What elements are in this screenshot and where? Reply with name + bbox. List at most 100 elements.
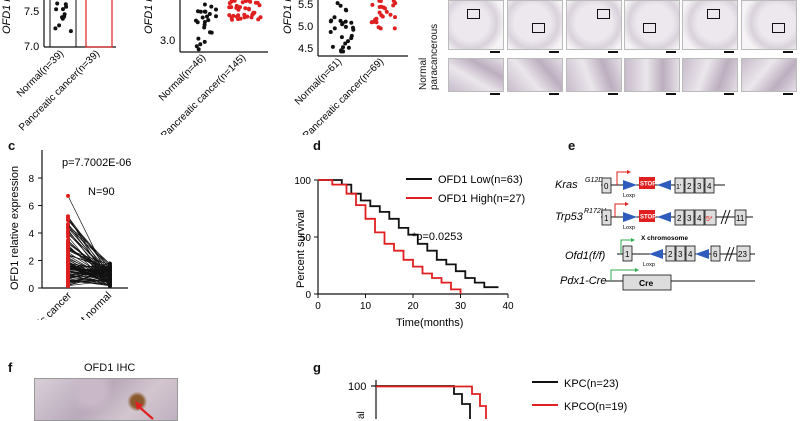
- scatter-point: [69, 29, 73, 33]
- panel-d-xlabel: Time(months): [396, 317, 463, 329]
- scatter-point: [259, 15, 263, 19]
- normal-point: [108, 262, 112, 266]
- scatter-point: [378, 5, 382, 9]
- scatter-point: [57, 23, 61, 27]
- cancer-point: [66, 254, 70, 258]
- panel-d-xtick: 10: [360, 301, 372, 312]
- normal-point: [108, 274, 112, 278]
- svg-text:5*: 5*: [706, 216, 713, 223]
- cancer-point: [66, 245, 70, 249]
- scatter-point: [54, 7, 58, 11]
- scatter-point: [250, 15, 254, 19]
- plot-3-ytick: 5.0: [298, 21, 313, 33]
- scatter-point: [385, 10, 389, 14]
- cancer-point: [66, 218, 70, 222]
- scatter-point: [393, 15, 397, 19]
- panel-d-legend-low: OFD1 Low(n=63): [438, 174, 523, 186]
- ihc-zoom-tile: [507, 58, 563, 92]
- scatter-point: [372, 20, 376, 24]
- ihc-overview-tile: [682, 0, 738, 50]
- panel-d-ytick: 0: [305, 290, 311, 301]
- cancer-point: [66, 275, 70, 279]
- svg-text:2: 2: [687, 182, 692, 191]
- ihc-overview-tile: [741, 0, 797, 50]
- svg-text:11: 11: [736, 214, 745, 223]
- trp53-construct: Trp53 R172H 1 Loxp STOP 2 3 4 5* 11: [555, 202, 753, 231]
- svg-text:2: 2: [677, 214, 682, 223]
- svg-text:6: 6: [713, 250, 718, 259]
- cancer-point: [66, 265, 70, 269]
- panel-g-legend-kpc: KPC(n=23): [564, 378, 619, 390]
- svg-text:Loxp: Loxp: [643, 262, 655, 268]
- scatter-point: [333, 15, 337, 19]
- scatter-point: [251, 11, 255, 15]
- plot-3-ylabel: OFD1 re: [282, 0, 294, 34]
- scale-bar: [666, 93, 676, 95]
- panel-d-pvalue: *p=0.0253: [412, 231, 462, 243]
- scatter-point: [241, 0, 245, 4]
- scatter-point: [331, 45, 335, 49]
- panel-e-diagram: Kras G12D 0 Loxp STOP 1' 2 3 4 Trp53 R17…: [545, 160, 800, 300]
- scatter-point: [347, 46, 351, 50]
- normal-point: [108, 270, 112, 274]
- ihc-zoom-tile: [682, 58, 738, 92]
- scatter-point: [236, 5, 240, 9]
- svg-text:23: 23: [738, 250, 747, 259]
- svg-text:4: 4: [697, 214, 702, 223]
- scatter-point: [199, 10, 203, 14]
- plot-2-ylabel: OFD1 re: [143, 0, 155, 34]
- gene-label: Ofd1(f/f): [565, 250, 606, 262]
- panel-c-ytick: 6: [28, 202, 34, 213]
- scatter-point: [64, 5, 68, 9]
- scale-bar: [549, 51, 559, 53]
- plot-1-ytick: 7.0: [24, 41, 39, 53]
- cancer-point: [66, 232, 70, 236]
- scatter-point: [205, 15, 209, 19]
- scatter-point: [62, 15, 66, 19]
- cre-box: Cre: [639, 278, 653, 288]
- scatter-point: [346, 39, 350, 43]
- plot-2: OFD1 re 3.0 Normal(n=46) Pancreatic canc…: [143, 0, 268, 135]
- panel-d-xtick: 30: [455, 301, 467, 312]
- cancer-point: [66, 228, 70, 232]
- scale-bar: [783, 51, 793, 53]
- svg-text:3: 3: [678, 250, 683, 259]
- svg-text:1: 1: [625, 250, 630, 259]
- ihc-zoom-tile: [566, 58, 622, 92]
- svg-text:4: 4: [707, 182, 712, 191]
- scatter-point: [351, 26, 355, 30]
- kpc-curve: [376, 386, 470, 419]
- scatter-point: [206, 18, 210, 22]
- gene-label: Trp53: [555, 211, 584, 223]
- panel-g-ytick: 100: [348, 381, 366, 393]
- normal-point: [108, 284, 112, 288]
- scatter-point: [393, 26, 397, 30]
- panel-f-title: OFD1 IHC: [84, 362, 135, 374]
- panel-c-ytick: 8: [28, 174, 34, 185]
- normal-point: [108, 265, 112, 269]
- plot-1-ytick: 7.5: [24, 6, 39, 18]
- ihc-overview-tile: [624, 0, 680, 50]
- panel-d-ytick: 100: [294, 176, 311, 187]
- scale-bar: [608, 93, 618, 95]
- panel-d-xtick: 20: [407, 301, 419, 312]
- ihc-overview-tile: [507, 0, 563, 50]
- gene-superscript: G12D: [585, 177, 603, 184]
- ihc-overview-tile: [566, 0, 622, 50]
- panel-c-pvalue: p=7.7002E-06: [62, 157, 131, 169]
- scatter-point: [381, 15, 385, 19]
- panel-g-chart: al 100 KPC(n=23) KPCO(n=19): [320, 372, 800, 419]
- pdx1-cre-construct: Pdx1-Cre Cre: [560, 268, 755, 290]
- svg-text:1: 1: [604, 214, 609, 223]
- top-row-plots: OFD1 re 7.5 7.0 Normal(n=39) Pancreatic …: [0, 0, 420, 135]
- scatter-point: [389, 13, 393, 17]
- scatter-point: [201, 16, 205, 20]
- plot-3-xcat: Pancreatic cancer(n=69): [301, 56, 386, 135]
- panel-d-legend-high: OFD1 High(n=27): [438, 193, 525, 205]
- scatter-point: [229, 5, 233, 9]
- panel-d-ylabel: Percent survival: [295, 210, 307, 288]
- scatter-point: [203, 10, 207, 14]
- scatter-point: [242, 13, 246, 17]
- scatter-point: [235, 15, 239, 19]
